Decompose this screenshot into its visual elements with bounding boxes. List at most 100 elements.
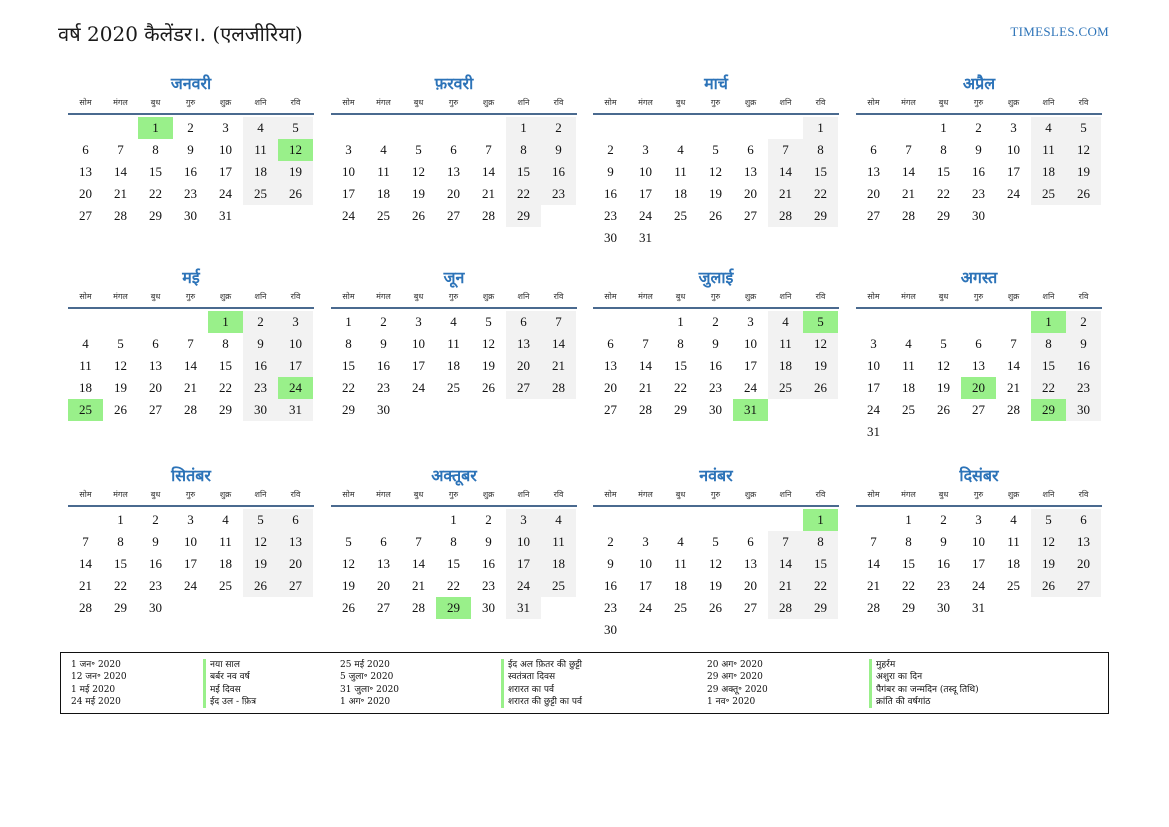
weekday-label: मंगल <box>638 292 653 301</box>
day-cell: 11 <box>377 164 390 179</box>
weekday-label: शुक्र <box>219 490 232 499</box>
holiday-name: पैगंबर का जन्मदिन (तस्दू तिथि) <box>876 684 979 695</box>
holiday-name: मुहर्रम <box>876 660 896 670</box>
empty-cell <box>471 117 506 139</box>
holiday-name: ईद उल - फ़ित्र <box>210 696 257 707</box>
empty-cell <box>436 117 471 139</box>
day-grid: 1 2 3 4 5 6 7 8 9 10 11 12 13 14 15 16 17 18 19 20 21 22 23 24 2… <box>68 117 314 227</box>
day-cell: 27 <box>149 402 162 417</box>
day-cell: 17 <box>867 380 880 395</box>
day-cell: 19 <box>1031 553 1066 575</box>
day-cell: 15 <box>149 164 162 179</box>
day-cell: 6 <box>506 311 541 333</box>
day-cell: 19 <box>412 186 425 201</box>
holiday-date: 12 जन॰ 2020 <box>71 672 127 683</box>
day-cell: 12 <box>1031 531 1066 553</box>
weekday-label: सोम <box>79 292 92 301</box>
day-cell: 5 <box>485 314 492 329</box>
day-cell: 24 <box>639 208 652 223</box>
empty-cell <box>173 311 208 333</box>
day-cell: 8 <box>506 139 541 161</box>
weekday-label: सोम <box>342 292 355 301</box>
day-cell: 13 <box>1066 531 1101 553</box>
day-cell: 9 <box>152 534 159 549</box>
day-cell: 27 <box>744 208 757 223</box>
month-name: फ़रवरी <box>434 74 474 93</box>
holiday-day-cell: 1 <box>138 117 173 139</box>
day-cell: 2 <box>975 120 982 135</box>
day-cell: 15 <box>447 556 460 571</box>
day-cell: 11 <box>243 139 278 161</box>
weekday-header: सोम मंगल बुध गुरु शुक्र शनि रवि <box>331 97 577 115</box>
day-cell: 5 <box>712 534 719 549</box>
day-cell: 27 <box>79 208 92 223</box>
day-cell: 6 <box>870 142 877 157</box>
day-cell: 14 <box>184 358 197 373</box>
weekday-label: सोम <box>867 292 880 301</box>
day-cell: 14 <box>482 164 495 179</box>
day-cell: 3 <box>1010 120 1017 135</box>
day-cell: 11 <box>1007 534 1020 549</box>
weekday-label: रवि <box>1078 98 1089 107</box>
weekday-label: मंगल <box>901 490 916 499</box>
day-cell: 25 <box>902 402 915 417</box>
weekday-label: बुध <box>413 98 424 107</box>
day-cell: 31 <box>506 597 541 619</box>
day-cell: 17 <box>639 186 652 201</box>
weekday-label: गुरु <box>710 292 721 301</box>
day-grid: 1 2 3 4 5 6 7 8 9 10 11 12 13 14 15 16 17 18 19 20 21 22 23 24 2… <box>331 509 577 619</box>
day-cell: 19 <box>114 380 127 395</box>
day-cell: 20 <box>604 380 617 395</box>
holiday-day-cell: 1 <box>803 509 838 531</box>
day-cell: 22 <box>937 186 950 201</box>
day-cell: 23 <box>482 578 495 593</box>
weekday-label: बुध <box>675 292 686 301</box>
holiday-list: 1 जन॰ 2020 12 जन॰ 2020 1 मई 2020 24 मई 2020… <box>60 652 1109 714</box>
day-cell: 22 <box>447 578 460 593</box>
day-grid: 1 2 3 4 5 6 7 8 9 10 11 12 13 14 15 16 17 18 19 20 21 22 23 24 2… <box>856 311 1102 443</box>
day-cell: 22 <box>342 380 355 395</box>
weekday-header: सोम मंगल बुध गुरु शुक्र शनि रवि <box>856 97 1102 115</box>
day-cell: 18 <box>243 161 278 183</box>
empty-cell <box>733 509 768 531</box>
holiday-date: 1 अग॰ 2020 <box>340 696 391 707</box>
day-cell: 12 <box>243 531 278 553</box>
day-cell: 29 <box>803 597 838 619</box>
weekday-label: शनि <box>779 98 792 107</box>
day-cell: 28 <box>867 600 880 615</box>
weekday-label: रवि <box>815 490 826 499</box>
month-block: अप्रैल सोम मंगल बुध गुरु शुक्र शनि रवि 1 2 3 4 5 6 7 8 9… <box>856 73 1102 227</box>
day-cell: 27 <box>972 402 985 417</box>
month-name: अप्रैल <box>962 74 996 93</box>
day-cell: 31 <box>639 230 652 245</box>
day-cell: 16 <box>937 556 950 571</box>
day-cell: 28 <box>541 377 576 399</box>
day-grid: 1 2 3 4 5 6 7 8 9 10 11 12 13 14 15 16 17 18 19 20 21 22 23 24 2… <box>593 509 839 641</box>
weekday-label: रवि <box>553 98 564 107</box>
day-cell: 17 <box>972 556 985 571</box>
site-link[interactable]: TIMESLES.COM <box>1010 24 1109 39</box>
empty-cell <box>663 509 698 531</box>
empty-cell <box>768 117 803 139</box>
holiday-date: 20 अग॰ 2020 <box>707 660 763 670</box>
day-cell: 20 <box>744 186 757 201</box>
day-cell: 5 <box>278 117 313 139</box>
weekday-label: शनि <box>254 292 267 301</box>
day-cell: 28 <box>768 597 803 619</box>
day-cell: 31 <box>972 600 985 615</box>
day-cell: 30 <box>604 230 617 245</box>
empty-cell <box>961 311 996 333</box>
weekday-label: रवि <box>1078 292 1089 301</box>
day-cell: 26 <box>803 377 838 399</box>
day-cell: 7 <box>768 531 803 553</box>
day-cell: 9 <box>380 336 387 351</box>
weekday-label: शनि <box>517 98 530 107</box>
day-cell: 10 <box>342 164 355 179</box>
day-cell: 4 <box>82 336 89 351</box>
weekday-label: रवि <box>553 490 564 499</box>
weekday-label: शनि <box>517 292 530 301</box>
day-cell: 29 <box>803 205 838 227</box>
weekday-label: सोम <box>79 490 92 499</box>
day-cell: 21 <box>639 380 652 395</box>
day-cell: 8 <box>803 531 838 553</box>
